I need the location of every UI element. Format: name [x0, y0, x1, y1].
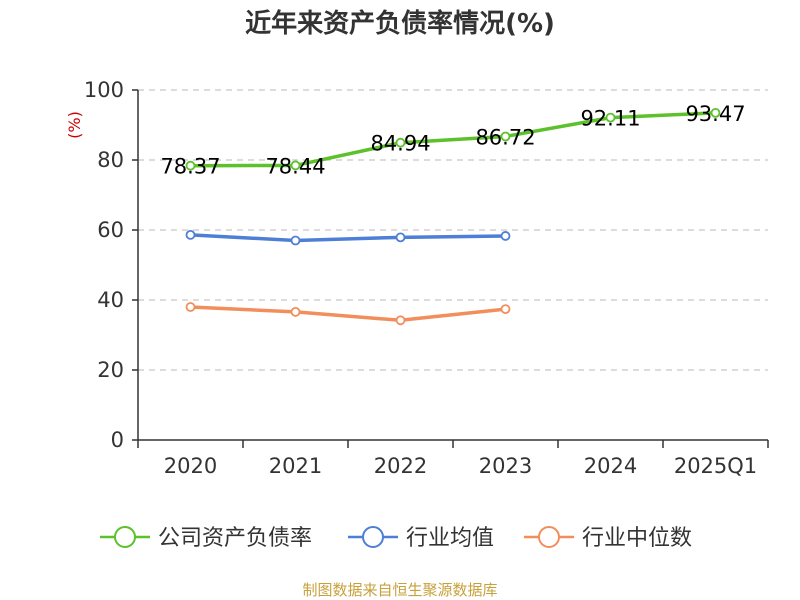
data-label: 86.72 — [475, 125, 535, 149]
legend-item-2: 行业均值 — [348, 526, 494, 551]
data-label: 84.94 — [370, 132, 430, 156]
series-3 — [185, 302, 511, 326]
series-line — [190, 111, 716, 168]
legend-marker — [538, 526, 560, 548]
data-label: 93.47 — [685, 102, 745, 126]
data-point — [500, 304, 511, 315]
y-axis-label: (%) — [65, 111, 84, 139]
data-point — [395, 315, 406, 326]
data-point — [395, 232, 406, 243]
x-tick-label: 2022 — [374, 454, 427, 478]
chart-title: 近年来资产负债率情况(%) — [245, 8, 555, 39]
y-tick-label: 80 — [97, 148, 124, 172]
data-point — [290, 235, 301, 246]
legend-marker — [114, 526, 136, 548]
data-point — [185, 302, 196, 312]
series-layer: 78.37 78.44 84.94 86.72 92.11 93.47 — [160, 102, 746, 326]
data-point — [395, 137, 406, 148]
data-label: 92.11 — [580, 107, 640, 131]
data-point — [710, 107, 721, 118]
legend-label: 公司资产负债率 — [158, 526, 312, 551]
legend-label: 行业均值 — [406, 526, 494, 551]
data-label: 78.44 — [265, 154, 325, 178]
data-point — [185, 160, 196, 171]
source-note: 制图数据来自恒生聚源数据库 — [302, 581, 497, 599]
series-line — [190, 233, 506, 243]
y-tick-label: 0 — [111, 428, 124, 452]
data-point — [290, 306, 301, 317]
y-tick-label: 100 — [84, 78, 124, 102]
y-tick-label: 60 — [97, 218, 124, 242]
data-label: 78.37 — [160, 155, 220, 179]
x-tick-label: 2020 — [164, 454, 217, 478]
x-tick-label: 2023 — [479, 454, 532, 478]
data-point — [185, 229, 196, 240]
x-tick-label: 2021 — [269, 454, 322, 478]
series-1: 78.37 78.44 84.94 86.72 92.11 93.47 — [160, 102, 745, 179]
legend-label: 行业中位数 — [582, 526, 692, 551]
grid — [138, 89, 768, 371]
x-tick-label: 2024 — [584, 454, 637, 478]
legend-marker — [362, 526, 384, 548]
y-tick-label: 20 — [97, 358, 124, 382]
y-tick-label: 40 — [97, 288, 124, 312]
data-point — [500, 231, 511, 241]
data-point — [500, 131, 511, 142]
x-tick-label: 2025Q1 — [674, 454, 757, 478]
data-point — [290, 160, 301, 171]
series-line — [190, 305, 506, 323]
legend-item-3: 行业中位数 — [524, 526, 692, 551]
series-2 — [185, 229, 511, 246]
legend: 公司资产负债率 行业均值 行业中位数 — [100, 526, 692, 551]
data-point — [605, 112, 616, 123]
axes: 0 20 40 60 80 100 2020 2021 2022 2023 2024 2025Q1 — [84, 78, 769, 478]
legend-item-1: 公司资产负债率 — [100, 526, 312, 551]
